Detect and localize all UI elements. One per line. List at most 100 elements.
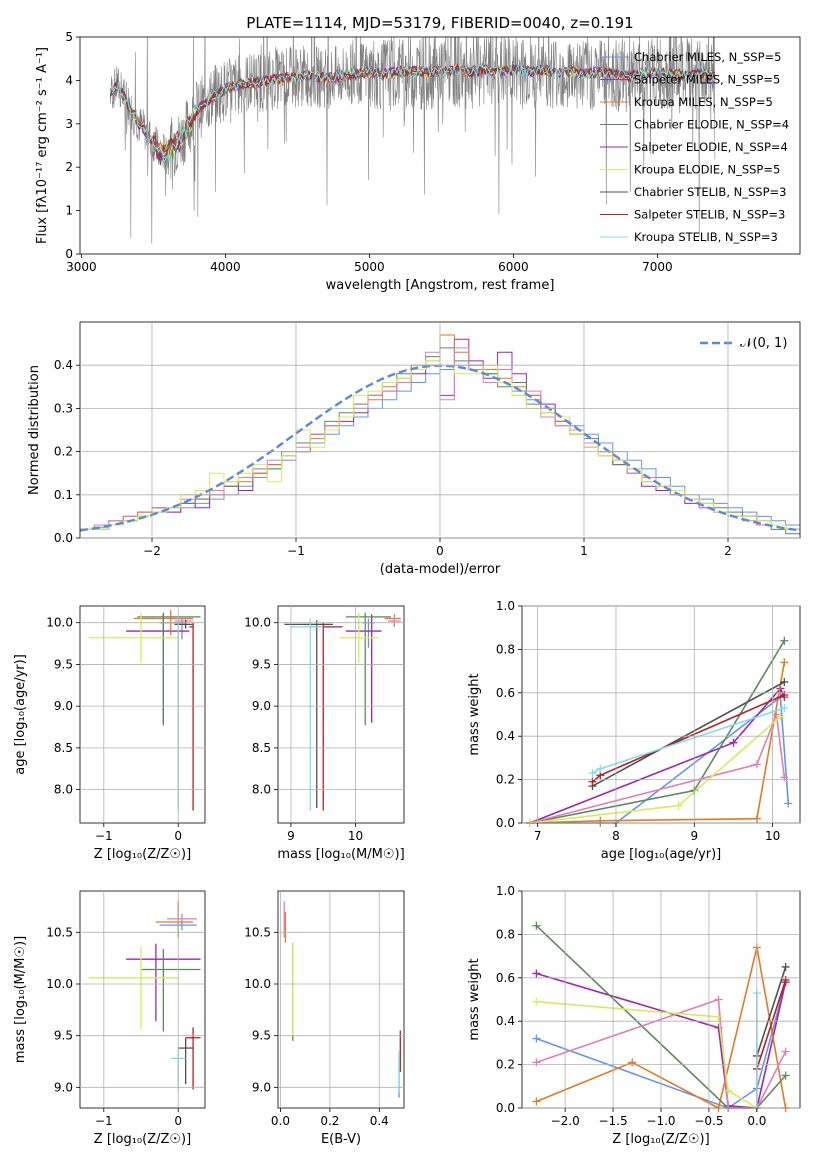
legend-entry: Chabrier MILES, N_SSP=5 bbox=[634, 50, 781, 64]
mass-weight-vs-Z-axes: −2.0 −1.5 −1.0 −0.5 0.0 0.0 0.2 0.4 0.6 0.8 1.0 bbox=[496, 884, 800, 1128]
data-spectrum-line bbox=[109, 37, 716, 244]
y-tick-label: 8.0 bbox=[54, 783, 73, 797]
model-line-8 bbox=[110, 63, 716, 159]
y-tick-label: 0.0 bbox=[54, 531, 73, 545]
legend-entry: Kroupa STELIB, N_SSP=3 bbox=[634, 230, 778, 244]
error-bars bbox=[88, 610, 201, 811]
mass-vs-Z-axes: −1 0 9.0 9.5 10.0 10.5 bbox=[46, 891, 205, 1128]
legend-entry: Salpeter STELIB, N_SSP=3 bbox=[634, 208, 785, 222]
y-tick-label: 1.0 bbox=[496, 884, 515, 898]
legend-entry: Salpeter MILES, N_SSP=5 bbox=[634, 73, 780, 87]
axes-frame bbox=[79, 890, 206, 1109]
y-tick-label: 9.0 bbox=[54, 1080, 73, 1094]
data-point bbox=[596, 764, 605, 773]
y-tick-label: 1.0 bbox=[496, 599, 515, 613]
y-tick-label: 9.0 bbox=[252, 1080, 271, 1094]
y-tick-label: 9.5 bbox=[252, 657, 271, 671]
data-point bbox=[588, 777, 597, 786]
spectrum-lines bbox=[109, 37, 716, 244]
data-point bbox=[784, 799, 793, 808]
x-axis-label: Z [log₁₀(Z/Z☉)] bbox=[612, 1132, 709, 1147]
data-point bbox=[780, 658, 789, 667]
y-tick-label: 3 bbox=[65, 117, 73, 131]
y-tick-label: 10.5 bbox=[244, 925, 271, 939]
data-point bbox=[532, 921, 541, 930]
data-point bbox=[714, 995, 723, 1004]
series-line-1 bbox=[536, 981, 787, 1109]
data-point bbox=[532, 1097, 541, 1106]
x-tick-label: 0.4 bbox=[370, 1114, 389, 1128]
x-axis-label: Z [log₁₀(Z/Z☉)] bbox=[94, 1132, 191, 1147]
data-point bbox=[780, 690, 789, 699]
data-point bbox=[780, 703, 789, 712]
x-tick-label: −1 bbox=[95, 1114, 113, 1128]
x-tick-label: 0 bbox=[174, 829, 182, 843]
y-tick-label: 0.3 bbox=[54, 401, 73, 415]
x-tick-label: 10 bbox=[765, 829, 780, 843]
age-vs-Z-panel: Z [log₁₀(Z/Z☉)] age [log₁₀(age/yr)] bbox=[13, 605, 206, 862]
series-line-6 bbox=[536, 1000, 758, 1109]
x-tick-label: −1 bbox=[95, 829, 113, 843]
axes-frame bbox=[79, 605, 206, 824]
y-tick-label: 0.1 bbox=[54, 488, 73, 502]
y-tick-label: 0.2 bbox=[496, 1058, 515, 1072]
y-tick-label: 8.5 bbox=[54, 741, 73, 755]
series-line-3 bbox=[529, 662, 786, 824]
y-tick-label: 10.0 bbox=[46, 616, 73, 630]
legend-entry: 𝒩(0, 1) bbox=[740, 336, 787, 351]
series-line-4 bbox=[529, 640, 785, 824]
legend-entry: Chabrier ELODIE, N_SSP=4 bbox=[634, 118, 789, 132]
x-tick-label: 7 bbox=[534, 829, 542, 843]
x-tick-label: −2 bbox=[143, 544, 161, 558]
y-tick-label: 8.0 bbox=[252, 783, 271, 797]
y-tick-label: 2 bbox=[65, 160, 73, 174]
residuals-panel: (data-model)/error Normed distribution 𝒩(0… bbox=[27, 321, 801, 577]
model-line-9 bbox=[109, 63, 716, 164]
model-line-7 bbox=[109, 63, 716, 166]
x-tick-label: 0 bbox=[174, 1114, 182, 1128]
error-bars bbox=[283, 901, 401, 1098]
x-tick-label: 9 bbox=[690, 829, 698, 843]
axes-frame bbox=[277, 605, 405, 824]
data-point bbox=[776, 712, 785, 721]
series-line-7 bbox=[592, 681, 785, 787]
age-vs-mass-axes: 9 10 8.0 8.5 9.0 9.5 10.0 bbox=[244, 606, 404, 843]
y-tick-label: 0.2 bbox=[496, 773, 515, 787]
x-tick-label: 0.0 bbox=[747, 1114, 766, 1128]
x-tick-label: 1 bbox=[580, 544, 588, 558]
y-tick-label: 0.0 bbox=[496, 816, 515, 830]
data-point bbox=[588, 769, 597, 778]
y-tick-label: 0.2 bbox=[54, 445, 73, 459]
x-tick-label: 2 bbox=[724, 544, 732, 558]
y-axis-label: mass [log₁₀(M/M☉)] bbox=[13, 936, 28, 1063]
age-vs-mass-panel: mass [log₁₀(M/M☉)] bbox=[277, 605, 405, 862]
mass-vs-Z-panel: Z [log₁₀(Z/Z☉)] mass [log₁₀(M/M☉)] bbox=[13, 890, 206, 1147]
data-point bbox=[781, 1071, 790, 1080]
series-line-7 bbox=[756, 966, 787, 1057]
legend-entry: Kroupa MILES, N_SSP=5 bbox=[634, 95, 773, 109]
residuals-axes: −2 −1 0 1 2 0.0 0.1 0.2 0.3 0.4 bbox=[54, 322, 800, 558]
data-point bbox=[714, 1012, 723, 1021]
mass-weight-vs-Z-panel: Z [log₁₀(Z/Z☉)] mass weight bbox=[467, 890, 801, 1147]
x-tick-label: 0.2 bbox=[320, 1114, 339, 1128]
y-tick-label: 0.8 bbox=[496, 927, 515, 941]
y-tick-label: 0 bbox=[65, 247, 73, 261]
legend-entry: Chabrier STELIB, N_SSP=3 bbox=[634, 185, 786, 199]
y-axis-label: age [log₁₀(age/yr)] bbox=[13, 654, 28, 775]
y-tick-label: 0.4 bbox=[496, 1014, 515, 1028]
x-axis-label: E(B-V) bbox=[321, 1132, 361, 1147]
spectrum-panel: PLATE=1114, MJD=53179, FIBERID=0040, z=0… bbox=[35, 14, 801, 293]
y-axis-label: Flux [fλ10⁻¹⁷ erg cm⁻² s⁻¹ A⁻¹] bbox=[35, 47, 50, 244]
y-tick-label: 9.5 bbox=[54, 657, 73, 671]
x-tick-label: 4000 bbox=[210, 260, 241, 274]
x-tick-label: −1 bbox=[287, 544, 305, 558]
y-tick-label: 10.5 bbox=[46, 925, 73, 939]
x-tick-label: 10 bbox=[348, 829, 363, 843]
data-point bbox=[532, 1058, 541, 1067]
age-vs-Z-axes: −1 0 8.0 8.5 9.0 9.5 10.0 bbox=[46, 606, 205, 843]
y-tick-label: 8.5 bbox=[252, 741, 271, 755]
data-point bbox=[780, 773, 789, 782]
legend: Chabrier MILES, N_SSP=5 Salpeter MILES, N… bbox=[600, 50, 789, 244]
error-bars bbox=[284, 612, 401, 811]
series-line-5 bbox=[529, 714, 786, 824]
